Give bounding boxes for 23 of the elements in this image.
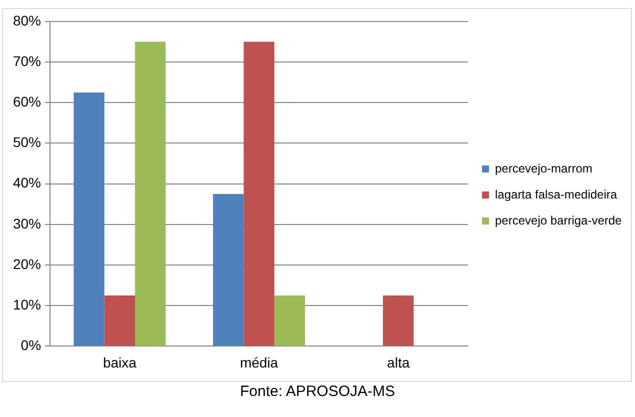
- x-tick-label: alta: [387, 354, 410, 370]
- x-tick-label: baixa: [102, 354, 137, 370]
- bar: [135, 42, 166, 346]
- y-tick-label: 80%: [12, 12, 42, 28]
- y-tick-label: 30%: [12, 215, 42, 232]
- source-note: Fonte: APROSOJA-MS: [238, 383, 396, 400]
- bar: [74, 92, 104, 346]
- bar: [274, 295, 305, 346]
- bar: [104, 295, 136, 346]
- y-tick-label: 70%: [12, 52, 42, 69]
- y-tick-label: 60%: [12, 93, 42, 110]
- y-tick-label: 0%: [20, 337, 42, 354]
- y-tick-label: 20%: [12, 256, 42, 272]
- legend-label: percevejo barriga-verde: [495, 213, 622, 228]
- bar: [213, 194, 244, 346]
- y-tick-label: 40%: [12, 174, 42, 191]
- y-tick-label: 50%: [12, 134, 42, 150]
- bar: [383, 295, 414, 346]
- legend-label: percevejo-marrom: [495, 161, 592, 176]
- bar: [244, 42, 274, 346]
- legend-label: lagarta falsa-medideira: [495, 187, 618, 202]
- y-tick-label: 10%: [12, 296, 42, 312]
- x-tick-label: média: [240, 354, 278, 370]
